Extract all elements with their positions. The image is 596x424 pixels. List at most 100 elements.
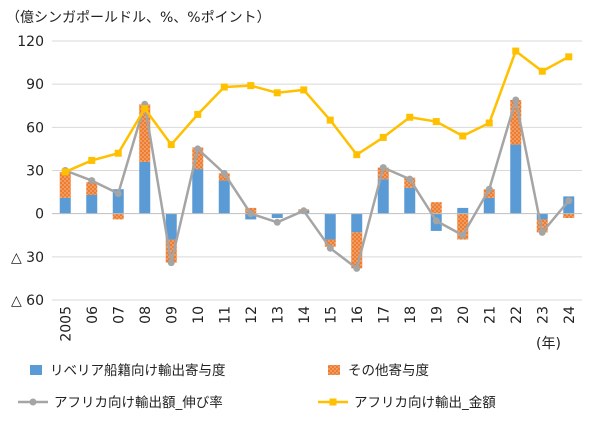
y-tick-label: 30 (26, 164, 44, 180)
bar-other-contribution (192, 147, 204, 170)
point-growth-rate (220, 169, 228, 177)
point-growth-rate (88, 177, 96, 185)
point-export-amount (326, 116, 334, 124)
x-tick-label: 08 (138, 306, 154, 324)
line-growth-rate (64, 98, 570, 270)
x-tick-label: 11 (217, 306, 233, 324)
point-export-amount (538, 67, 546, 75)
point-export-amount (273, 89, 281, 97)
y-tick-label: △ 30 (11, 250, 44, 266)
bar-liberia-contribution (536, 213, 548, 220)
bar-other-contribution (86, 182, 98, 195)
legend-label: リベリア船籍向け輸出寄与度 (50, 362, 226, 379)
point-export-amount (167, 141, 175, 149)
grid-lines (52, 40, 582, 301)
line-export-amount (64, 49, 570, 174)
x-tick-label: 19 (429, 306, 445, 324)
point-growth-rate (406, 175, 414, 183)
bar-liberia-contribution (351, 213, 363, 233)
bar-liberia-contribution (218, 180, 230, 214)
bar-liberia-contribution (457, 207, 469, 214)
bar-other-contribution (430, 202, 442, 214)
bar-liberia-contribution (324, 213, 336, 240)
bar-other-contribution (483, 189, 495, 198)
point-export-amount (194, 110, 202, 118)
bar-liberia-contribution (112, 189, 124, 214)
point-export-amount (512, 47, 520, 55)
legend-label: その他寄与度 (348, 362, 429, 379)
x-tick-label: 14 (297, 306, 313, 324)
bar-other-contribution (377, 167, 389, 180)
bar-other-contribution (112, 213, 124, 220)
bar-liberia-contribution (404, 187, 416, 214)
x-tick-label: 21 (482, 306, 498, 324)
x-tick-label: 07 (111, 306, 127, 324)
y-tick-label: 0 (35, 207, 44, 223)
bar-liberia-contribution (139, 161, 151, 214)
point-growth-rate (459, 231, 467, 239)
bar-other-contribution (563, 213, 575, 218)
x-tick-label: 15 (323, 306, 339, 324)
point-growth-rate (538, 228, 546, 236)
x-tick-label: 24 (562, 306, 578, 324)
point-growth-rate (353, 264, 361, 272)
x-tick-label: 13 (270, 306, 286, 324)
point-export-amount (114, 149, 122, 157)
point-export-amount (300, 86, 308, 94)
x-tick-label: 09 (164, 306, 180, 324)
x-tick-label: 2005 (58, 306, 74, 342)
bar-other-contribution (404, 177, 416, 188)
point-export-amount (459, 132, 467, 140)
bar-liberia-contribution (165, 213, 177, 240)
x-unit-label: (年) (536, 336, 561, 352)
bar-other-contribution (59, 171, 71, 198)
bar-liberia-contribution (271, 213, 283, 218)
bar-liberia-contribution (377, 179, 389, 214)
bar-liberia-contribution (563, 196, 575, 214)
point-growth-rate (512, 96, 520, 104)
point-export-amount (432, 118, 440, 126)
legend-marker (329, 398, 337, 406)
point-export-amount (88, 156, 96, 164)
point-growth-rate (485, 185, 493, 193)
x-tick-label: 16 (350, 306, 366, 324)
unit-label: （億シンガポールドル、%、%ポイント） (6, 10, 271, 26)
bar-other-contribution (324, 239, 336, 247)
y-tick-label: 120 (17, 34, 44, 50)
bar-liberia-contribution (483, 197, 495, 214)
x-axis-ticks: 2005 06 07 08 09 10 11 12 13 14 15 16 17 18 19 20 21 22 23… (58, 306, 578, 342)
point-growth-rate (565, 197, 573, 205)
point-growth-rate (379, 164, 387, 172)
bar-liberia-contribution (192, 169, 204, 214)
legend-swatch (30, 365, 42, 375)
x-tick-label: 18 (403, 306, 419, 324)
point-export-amount (61, 168, 69, 176)
bar-other-contribution (457, 213, 469, 240)
x-tick-label: 20 (456, 306, 472, 324)
point-export-amount (353, 151, 361, 159)
x-tick-label: 17 (376, 306, 392, 324)
point-growth-rate (326, 244, 334, 252)
point-growth-rate (432, 217, 440, 225)
bar-other-contribution (510, 99, 522, 145)
y-tick-label: 60 (26, 120, 44, 136)
point-export-amount (247, 82, 255, 90)
bar-other-contribution (139, 104, 151, 162)
legend-marker (29, 398, 37, 406)
x-tick-label: 23 (535, 306, 551, 324)
point-growth-rate (300, 207, 308, 215)
x-tick-label: 22 (509, 306, 525, 324)
bar-liberia-contribution (59, 197, 71, 214)
bar-other-contribution (165, 239, 177, 263)
point-export-amount (379, 133, 387, 141)
y-axis-ticks: 120 90 60 30 0 △ 30 △ 60 (11, 34, 44, 309)
bar-other-contribution (536, 219, 548, 233)
point-export-amount (565, 53, 573, 61)
point-growth-rate (194, 145, 202, 153)
bar-other-contribution (351, 232, 363, 269)
x-tick-label: 10 (191, 306, 207, 324)
x-tick-label: 06 (85, 306, 101, 324)
legend-label: アフリカ向け輸出額_伸び率 (54, 394, 223, 411)
